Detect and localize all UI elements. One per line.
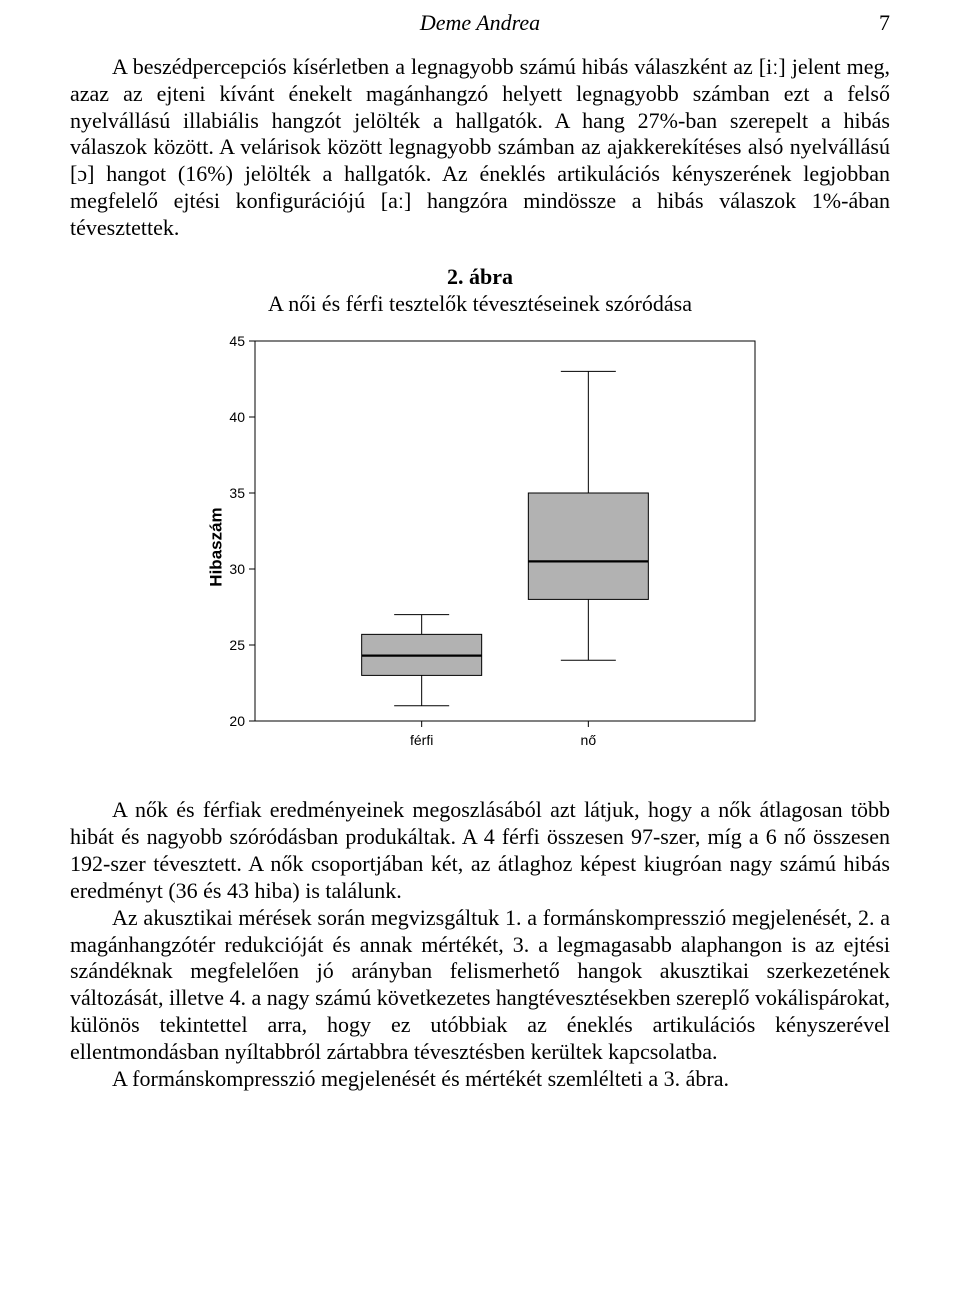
svg-text:30: 30 bbox=[229, 561, 245, 577]
figure-caption: 2. ábra A női és férfi tesztelők téveszt… bbox=[70, 264, 890, 318]
author-name: Deme Andrea bbox=[420, 10, 540, 35]
chart-ylabel: Hibaszám bbox=[207, 508, 227, 587]
paragraph-3: Az akusztikai mérések során megvizsgáltu… bbox=[70, 905, 890, 1066]
svg-text:20: 20 bbox=[229, 713, 245, 729]
running-head: Deme Andrea 7 bbox=[70, 10, 890, 36]
page: Deme Andrea 7 A beszédpercepciós kísérle… bbox=[0, 0, 960, 1302]
svg-text:25: 25 bbox=[229, 637, 245, 653]
body-text-upper: A beszédpercepciós kísérletben a legnagy… bbox=[70, 54, 890, 242]
paragraph-1: A beszédpercepciós kísérletben a legnagy… bbox=[70, 54, 890, 242]
page-number: 7 bbox=[879, 10, 890, 36]
paragraph-2: A nők és férfiak eredményeinek megoszlás… bbox=[70, 797, 890, 904]
svg-text:férfi: férfi bbox=[410, 732, 433, 748]
figure-label: 2. ábra bbox=[70, 264, 890, 291]
body-text-lower: A nők és férfiak eredményeinek megoszlás… bbox=[70, 797, 890, 1092]
svg-text:35: 35 bbox=[229, 485, 245, 501]
svg-text:nő: nő bbox=[581, 732, 597, 748]
boxplot-svg: 20 25 30 35 40 45 férfi nő bbox=[185, 327, 775, 767]
paragraph-4: A formánskompresszió megjelenését és mér… bbox=[70, 1066, 890, 1093]
boxplot-chart: Hibaszám 20 25 30 35 40 45 férfi nő bbox=[185, 327, 775, 767]
svg-text:40: 40 bbox=[229, 409, 245, 425]
figure-title: A női és férfi tesztelők tévesztéseinek … bbox=[268, 291, 692, 316]
svg-text:45: 45 bbox=[229, 333, 245, 349]
